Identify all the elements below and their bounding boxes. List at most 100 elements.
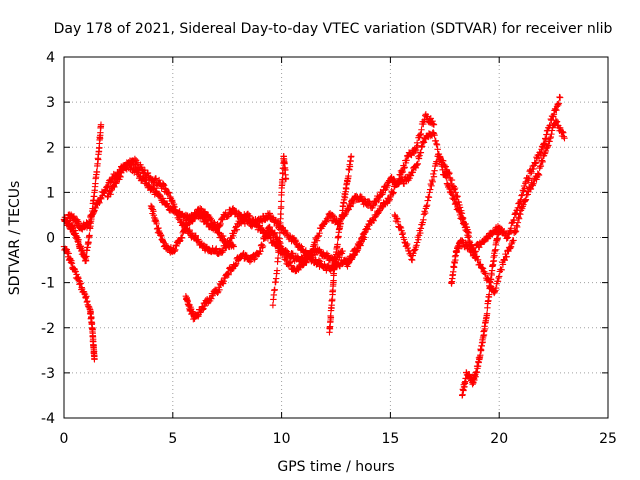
data-point — [188, 229, 196, 237]
data-point — [555, 100, 563, 107]
data-point — [91, 356, 98, 363]
data-point — [270, 230, 278, 237]
data-point — [541, 140, 548, 148]
data-point — [259, 226, 266, 233]
data-point — [412, 146, 420, 154]
y-axis-label: SDTVAR / TECUs — [7, 181, 23, 296]
data-point — [408, 256, 415, 263]
data-point — [430, 173, 438, 180]
data-point — [206, 216, 214, 223]
data-point — [409, 169, 416, 176]
data-point — [283, 254, 291, 262]
data-point — [311, 241, 319, 249]
data-point — [369, 202, 377, 210]
data-point — [382, 183, 390, 190]
data-point — [282, 175, 290, 183]
data-point — [354, 245, 361, 252]
data-point — [176, 213, 183, 220]
data-point — [422, 209, 429, 217]
data-point — [546, 135, 554, 142]
data-point — [401, 164, 408, 171]
data-point — [548, 127, 556, 134]
data-point — [186, 220, 193, 227]
data-point — [522, 197, 529, 204]
data-point — [92, 204, 99, 212]
data-point — [313, 237, 321, 244]
data-point — [274, 254, 282, 262]
data-point — [416, 152, 423, 159]
data-point — [415, 155, 423, 162]
data-point — [117, 173, 124, 181]
data-point — [490, 257, 498, 264]
data-point — [520, 201, 527, 208]
data-point — [420, 216, 427, 224]
y-tick-label: 0 — [46, 231, 55, 247]
data-point — [224, 270, 231, 278]
data-point — [539, 158, 546, 166]
data-point — [460, 387, 467, 394]
data-point — [116, 172, 124, 180]
data-point — [486, 278, 494, 285]
data-point — [419, 219, 426, 226]
axis-ticks: 0 5 10 15 20 25 -4 -3 -2 -1 0 1 2 3 4 — [41, 50, 617, 447]
data-point — [269, 301, 277, 309]
data-point — [496, 225, 503, 232]
data-point — [133, 161, 140, 168]
data-point — [225, 271, 232, 278]
data-point — [442, 163, 449, 170]
data-point — [469, 246, 476, 254]
data-point — [451, 186, 458, 193]
data-point — [507, 225, 515, 232]
data-point — [83, 293, 90, 300]
series-track-g — [269, 153, 290, 309]
data-point — [528, 181, 536, 188]
data-point — [330, 213, 338, 220]
data-point — [514, 223, 521, 231]
data-point — [276, 235, 283, 242]
data-point — [452, 189, 459, 196]
data-point — [414, 142, 421, 149]
data-point — [212, 246, 219, 253]
data-point — [413, 242, 420, 249]
data-point — [413, 239, 421, 246]
data-point — [247, 256, 255, 264]
data-point — [459, 214, 467, 222]
data-point — [394, 218, 402, 226]
data-point — [417, 130, 425, 138]
data-point — [370, 201, 377, 209]
series-track-k — [459, 225, 503, 399]
data-point — [192, 232, 200, 239]
data-point — [463, 223, 470, 231]
series-track-h — [326, 153, 355, 336]
data-point — [501, 256, 508, 264]
data-point — [433, 160, 441, 167]
data-point — [540, 141, 547, 148]
data-point — [117, 169, 125, 177]
data-point — [432, 137, 439, 144]
data-point — [350, 197, 357, 205]
data-point — [182, 227, 190, 234]
data-point — [443, 174, 450, 181]
data-point — [451, 259, 458, 267]
data-point — [156, 191, 163, 199]
data-point — [230, 243, 237, 250]
data-point — [466, 237, 473, 245]
data-point — [429, 178, 436, 186]
data-point — [479, 265, 487, 272]
data-point — [534, 170, 541, 177]
data-point — [220, 278, 227, 285]
data-point — [173, 242, 180, 250]
data-point — [131, 155, 139, 163]
data-point — [97, 121, 105, 128]
data-point — [277, 210, 285, 218]
data-point — [498, 266, 505, 273]
data-point — [462, 226, 469, 234]
data-point — [96, 199, 103, 206]
data-point — [280, 247, 287, 255]
data-point — [72, 268, 79, 275]
x-tick-label: 10 — [273, 431, 291, 447]
data-point — [527, 170, 535, 177]
data-point — [403, 157, 410, 164]
data-point — [512, 227, 520, 235]
y-tick-label: 2 — [46, 140, 55, 156]
